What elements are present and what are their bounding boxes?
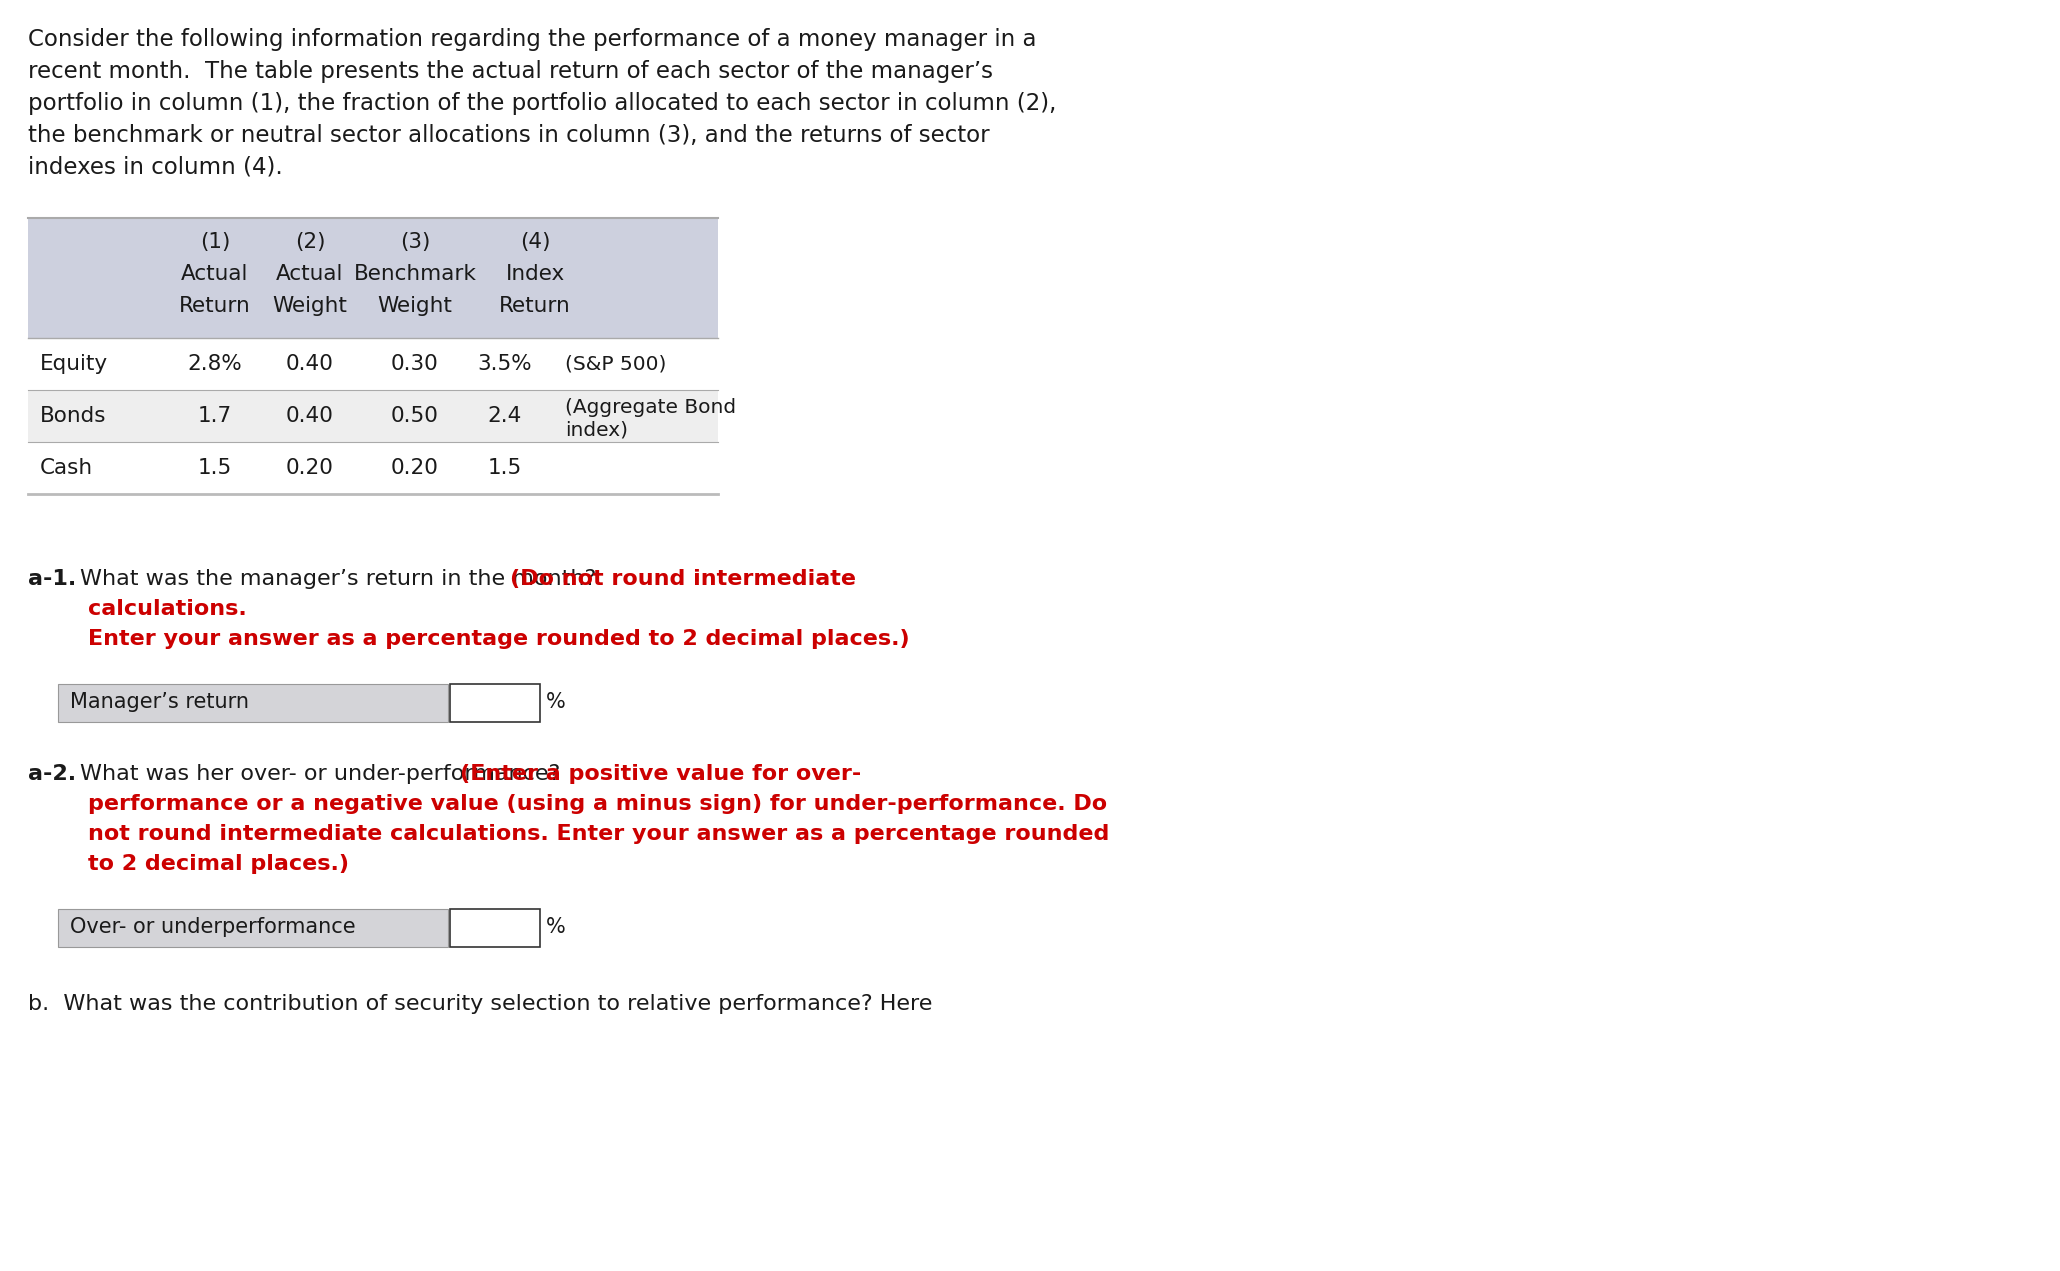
Text: Return: Return	[179, 296, 251, 316]
Bar	[29, 219, 719, 338]
Text: What was the manager’s return in the month?: What was the manager’s return in the mon…	[80, 569, 595, 588]
Text: (Do not round intermediate: (Do not round intermediate	[511, 569, 857, 588]
Text: to 2 decimal places.): to 2 decimal places.)	[89, 854, 348, 874]
Text: 1.7: 1.7	[198, 405, 233, 426]
Text: (Aggregate Bond: (Aggregate Bond	[564, 398, 735, 417]
Text: performance or a negative value (using a minus sign) for under-performance. Do: performance or a negative value (using a…	[89, 794, 1106, 813]
Text: Cash: Cash	[39, 458, 93, 478]
Bar	[449, 909, 540, 947]
Text: the benchmark or neutral sector allocations in column (3), and the returns of se: the benchmark or neutral sector allocati…	[29, 125, 989, 147]
Text: (Enter a positive value for over-: (Enter a positive value for over-	[459, 764, 861, 784]
Text: 0.40: 0.40	[286, 405, 334, 426]
Text: Actual: Actual	[181, 264, 249, 283]
Text: Actual: Actual	[276, 264, 344, 283]
Text: Bonds: Bonds	[39, 405, 107, 426]
Text: indexes in column (4).: indexes in column (4).	[29, 156, 282, 179]
Text: 2.8%: 2.8%	[187, 355, 243, 374]
Text: index): index)	[564, 419, 628, 438]
Text: Consider the following information regarding the performance of a money manager : Consider the following information regar…	[29, 28, 1036, 51]
Text: Equity: Equity	[39, 355, 107, 374]
Text: 0.50: 0.50	[391, 405, 439, 426]
Text: %: %	[546, 916, 566, 937]
Text: calculations.: calculations.	[89, 599, 247, 619]
Text: 0.20: 0.20	[391, 458, 439, 478]
Text: Manager’s return: Manager’s return	[70, 691, 249, 712]
Text: (3): (3)	[400, 233, 431, 252]
Text: What was her over- or under-performance?: What was her over- or under-performance?	[80, 764, 560, 784]
Text: (2): (2)	[295, 233, 325, 252]
Text: Benchmark: Benchmark	[354, 264, 476, 283]
Text: (S&P 500): (S&P 500)	[564, 355, 665, 372]
Bar	[449, 684, 540, 722]
Text: Weight: Weight	[377, 296, 453, 316]
Text: 0.20: 0.20	[286, 458, 334, 478]
Text: (4): (4)	[519, 233, 550, 252]
Text: a-1.: a-1.	[29, 569, 76, 588]
Bar	[29, 390, 719, 442]
Text: portfolio in column (1), the fraction of the portfolio allocated to each sector : portfolio in column (1), the fraction of…	[29, 92, 1057, 114]
Text: b.  What was the contribution of security selection to relative performance? Her: b. What was the contribution of security…	[29, 994, 933, 1014]
Text: %: %	[546, 691, 566, 712]
Text: 1.5: 1.5	[488, 458, 521, 478]
Text: Return: Return	[499, 296, 571, 316]
Text: Index: Index	[505, 264, 564, 283]
Bar	[58, 684, 447, 722]
Text: 0.40: 0.40	[286, 355, 334, 374]
Text: 1.5: 1.5	[198, 458, 233, 478]
Text: a-2.: a-2.	[29, 764, 76, 784]
Bar	[29, 442, 719, 494]
Text: 3.5%: 3.5%	[478, 355, 531, 374]
Text: 0.30: 0.30	[391, 355, 439, 374]
Text: 2.4: 2.4	[488, 405, 521, 426]
Text: (1): (1)	[200, 233, 231, 252]
Text: Over- or underperformance: Over- or underperformance	[70, 916, 356, 937]
Text: Enter your answer as a percentage rounded to 2 decimal places.): Enter your answer as a percentage rounde…	[89, 629, 911, 649]
Text: Weight: Weight	[272, 296, 348, 316]
Bar	[58, 909, 447, 947]
Bar	[29, 338, 719, 390]
Text: not round intermediate calculations. Enter your answer as a percentage rounded: not round intermediate calculations. Ent…	[89, 824, 1110, 844]
Text: recent month.  The table presents the actual return of each sector of the manage: recent month. The table presents the act…	[29, 60, 993, 83]
